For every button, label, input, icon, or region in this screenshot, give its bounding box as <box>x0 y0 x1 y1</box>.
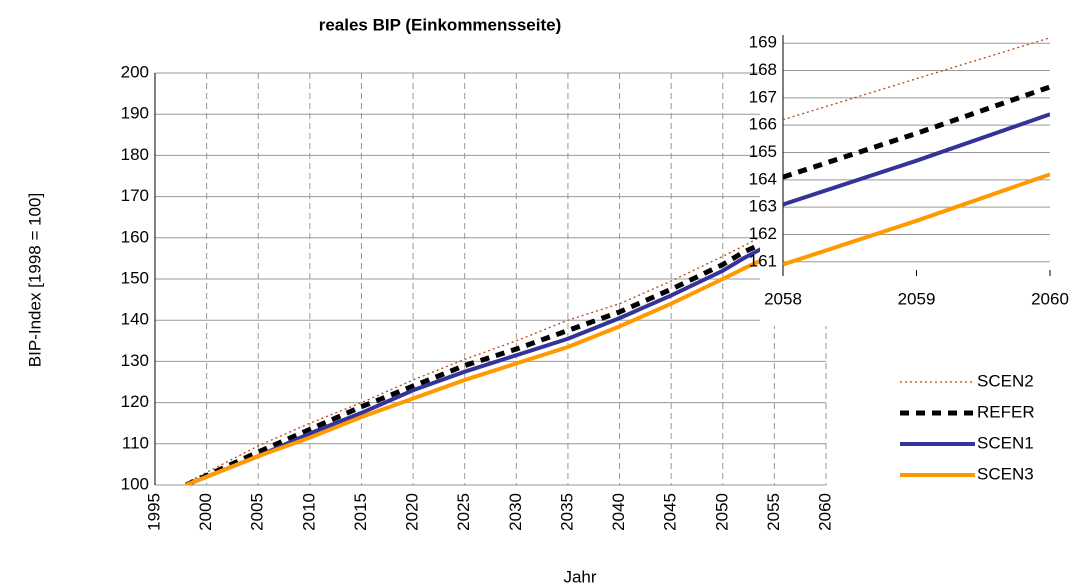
x-tick-label: 2025 <box>454 493 473 531</box>
y-tick-label: 120 <box>121 392 149 411</box>
y-tick-label: 165 <box>749 142 777 161</box>
y-tick-label: 130 <box>121 351 149 370</box>
series-line <box>783 112 1050 207</box>
x-tick-label: 2005 <box>248 493 267 531</box>
y-tick-label: 110 <box>122 433 149 452</box>
x-tick-label: 2010 <box>299 493 318 531</box>
y-tick-label: 150 <box>121 268 149 287</box>
x-tick-label: 1995 <box>144 493 163 531</box>
y-tick-label: 162 <box>749 224 777 243</box>
x-tick-label: 2020 <box>403 493 422 531</box>
x-tick-label: 2050 <box>712 493 731 531</box>
chart-title: reales BIP (Einkommensseite) <box>319 15 562 34</box>
x-tick-label: 2040 <box>609 493 628 531</box>
y-tick-label: 166 <box>749 115 777 134</box>
x-tick-label: 2045 <box>661 493 680 531</box>
x-tick-label: 2030 <box>506 493 525 531</box>
series-line <box>783 37 1050 121</box>
inset-background <box>760 28 1081 326</box>
legend-label: SCEN2 <box>977 371 1034 390</box>
y-tick-label: 100 <box>121 474 149 493</box>
x-tick-label: 2060 <box>815 493 834 531</box>
x-tick-label: 2000 <box>196 493 215 531</box>
y-tick-label: 140 <box>121 310 149 329</box>
y-tick-label: 180 <box>121 145 149 164</box>
y-tick-label: 160 <box>121 227 149 246</box>
series-line <box>783 172 1050 267</box>
series-line <box>185 199 826 484</box>
x-tick-label: 2055 <box>764 493 783 531</box>
y-tick-label: 164 <box>749 169 777 188</box>
legend-label: SCEN3 <box>977 464 1034 483</box>
y-tick-label: 200 <box>121 62 149 81</box>
y-tick-label: 167 <box>749 87 777 106</box>
legend-label: REFER <box>977 402 1035 421</box>
x-tick-label: 2059 <box>898 289 936 308</box>
y-tick-label: 168 <box>749 60 777 79</box>
x-tick-label: 2058 <box>764 289 802 308</box>
x-axis-label: Jahr <box>563 567 596 586</box>
plot: 100 110 120 130 140 150 160 170 180 190 200 1995 200… <box>121 62 835 530</box>
y-axis-label: BIP-Index [1998 = 100] <box>25 193 44 367</box>
x-tick-label: 2035 <box>557 493 576 531</box>
x-tick-label: 2060 <box>1031 289 1069 308</box>
y-tick-label: 163 <box>749 197 777 216</box>
y-tick-label: 161 <box>749 251 777 270</box>
legend-label: SCEN1 <box>977 433 1034 452</box>
plot: 161 162 163 164 165 166 167 168 169 2058 2059 2060 <box>749 28 1081 326</box>
y-tick-label: 190 <box>121 104 149 123</box>
y-tick-label: 170 <box>121 186 149 205</box>
x-tick-label: 2015 <box>351 493 370 531</box>
y-tick-label: 169 <box>749 33 777 52</box>
